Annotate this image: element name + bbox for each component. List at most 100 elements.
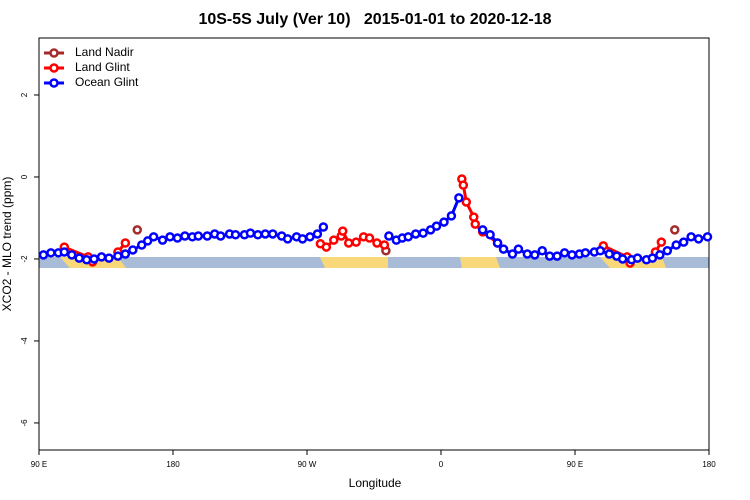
point bbox=[142, 236, 153, 246]
point bbox=[193, 231, 204, 241]
point bbox=[260, 229, 271, 239]
point bbox=[492, 238, 503, 248]
point bbox=[662, 246, 673, 256]
point bbox=[446, 211, 457, 221]
point bbox=[372, 238, 382, 248]
point bbox=[96, 252, 107, 262]
point bbox=[113, 251, 123, 261]
point bbox=[351, 237, 361, 247]
x-tick-label: 90 E bbox=[31, 460, 47, 469]
point bbox=[507, 249, 518, 259]
point bbox=[477, 225, 488, 235]
point bbox=[439, 217, 449, 227]
legend-marker bbox=[49, 78, 59, 88]
point bbox=[617, 254, 628, 264]
point bbox=[312, 229, 323, 239]
legend-marker bbox=[49, 63, 59, 73]
point bbox=[595, 246, 606, 256]
point bbox=[215, 231, 226, 241]
y-tick-label: -2 bbox=[20, 255, 29, 263]
point bbox=[632, 253, 643, 263]
point bbox=[530, 250, 540, 260]
point bbox=[132, 225, 143, 235]
legend-marker bbox=[49, 48, 59, 58]
x-axis-label: Longitude bbox=[349, 476, 402, 490]
point bbox=[318, 222, 329, 232]
point bbox=[329, 235, 339, 245]
point bbox=[461, 197, 472, 207]
point bbox=[305, 232, 315, 242]
point bbox=[321, 242, 332, 252]
point bbox=[702, 232, 713, 242]
point bbox=[104, 253, 114, 263]
point bbox=[580, 248, 591, 258]
y-tick-label: -6 bbox=[20, 419, 29, 427]
point bbox=[253, 230, 263, 240]
point bbox=[81, 255, 92, 265]
point bbox=[485, 230, 495, 240]
point bbox=[656, 237, 667, 247]
land-band bbox=[320, 257, 388, 268]
point bbox=[120, 238, 131, 248]
point bbox=[604, 249, 614, 259]
y-tick-label: 0 bbox=[20, 174, 29, 179]
point bbox=[410, 229, 421, 239]
y-tick-label: -4 bbox=[20, 337, 29, 345]
land-band bbox=[460, 257, 500, 268]
point bbox=[120, 249, 131, 259]
point bbox=[364, 233, 375, 243]
point bbox=[230, 230, 241, 240]
legend-label: Ocean Glint bbox=[75, 75, 139, 89]
point bbox=[403, 232, 413, 242]
point bbox=[59, 247, 70, 257]
y-tick-label: 2 bbox=[20, 92, 29, 97]
point bbox=[498, 244, 509, 254]
point bbox=[552, 251, 562, 261]
point bbox=[172, 233, 183, 243]
point bbox=[268, 229, 278, 239]
x-tick-label: 90 W bbox=[298, 460, 317, 469]
point bbox=[38, 250, 49, 260]
x-tick-label: 180 bbox=[702, 460, 716, 469]
point bbox=[343, 238, 354, 248]
point bbox=[567, 250, 577, 260]
point bbox=[686, 232, 696, 242]
point bbox=[384, 231, 394, 241]
point bbox=[458, 180, 469, 190]
point bbox=[655, 250, 665, 260]
x-tick-label: 90 E bbox=[567, 460, 583, 469]
point bbox=[297, 234, 308, 244]
point bbox=[67, 250, 77, 260]
point bbox=[693, 234, 704, 244]
point bbox=[470, 219, 480, 229]
chart-title: 10S-5S July (Ver 10) 2015-01-01 to 2020-… bbox=[198, 11, 551, 28]
point bbox=[46, 248, 56, 258]
point bbox=[337, 226, 348, 236]
point bbox=[537, 246, 547, 256]
legend-label: Land Glint bbox=[75, 60, 130, 74]
point bbox=[647, 253, 658, 263]
point bbox=[670, 225, 680, 235]
x-tick-label: 180 bbox=[166, 460, 180, 469]
point bbox=[379, 240, 390, 250]
point bbox=[202, 231, 212, 241]
point bbox=[544, 251, 555, 261]
point bbox=[282, 234, 293, 244]
point bbox=[180, 231, 190, 241]
point bbox=[136, 240, 147, 250]
point bbox=[89, 254, 99, 264]
point bbox=[671, 240, 681, 250]
plot-frame bbox=[38, 37, 710, 451]
point bbox=[157, 235, 168, 245]
x-tick-label: 0 bbox=[439, 460, 444, 469]
point bbox=[678, 237, 689, 247]
point bbox=[431, 221, 442, 231]
legend-label: Land Nadir bbox=[75, 45, 134, 59]
point bbox=[418, 228, 428, 238]
y-axis-label: XCO2 - MLO trend (ppm) bbox=[0, 177, 14, 312]
point bbox=[245, 228, 256, 238]
point bbox=[522, 249, 533, 259]
point bbox=[148, 232, 159, 242]
